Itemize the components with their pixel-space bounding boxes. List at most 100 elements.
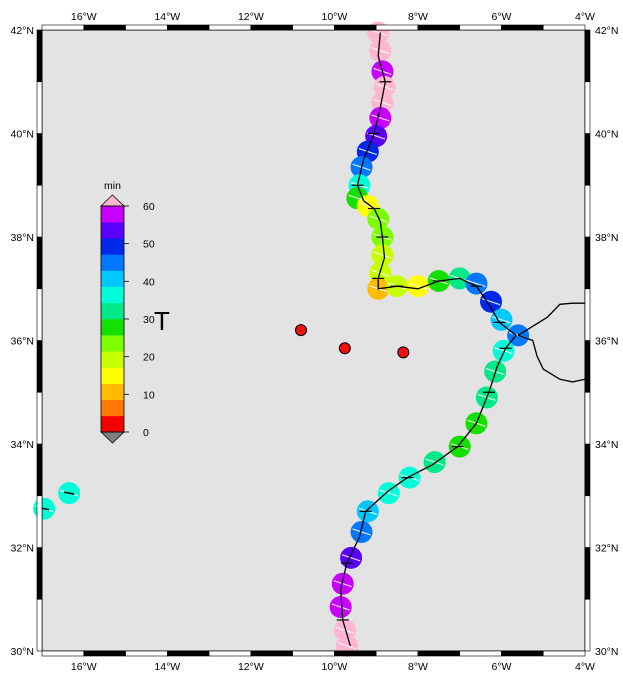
colorbar: 0 10 20 30 40 50 60 min T	[100, 180, 170, 444]
frame-scale-bar	[36, 598, 43, 652]
y-tick-label-right: 34°N	[595, 439, 618, 451]
frame-scale-bar	[375, 650, 419, 657]
coast-segment-tick	[494, 347, 513, 355]
x-tick-label-top: 16°W	[71, 11, 97, 23]
frame-scale-bar	[584, 598, 591, 652]
frame-scale-bar	[459, 650, 502, 657]
frame-scale-bar	[542, 650, 586, 657]
frame-scale-bar	[36, 391, 43, 445]
frame-scale-bar	[584, 184, 591, 238]
island-outline	[64, 491, 75, 495]
frame-scale-bar	[36, 443, 43, 497]
coast-segment-tick	[352, 528, 371, 536]
frame-scale-bar	[41, 650, 85, 657]
x-tick-label-bottom: 4°W	[575, 661, 595, 673]
x-tick-label-top: 10°W	[321, 11, 347, 23]
colorbar-tick-label: 30	[143, 314, 155, 326]
frame-scale-bar	[375, 24, 419, 31]
frame-scale-bar	[36, 340, 43, 393]
epicenter-marker	[294, 324, 307, 337]
y-tick-label-left: 40°N	[11, 129, 34, 141]
x-tick-label-top: 8°W	[408, 11, 428, 23]
frame-scale-bar	[36, 288, 43, 341]
frame-scale-bar	[36, 81, 43, 134]
x-tick-label-bottom: 14°W	[154, 661, 180, 673]
frame-scale-bar	[584, 495, 591, 548]
frame-scale-bar	[208, 24, 252, 31]
land-border-line	[517, 334, 586, 383]
x-tick-label-top: 12°W	[238, 11, 264, 23]
frame-scale-bar	[41, 24, 85, 31]
coast-segment-tick	[331, 603, 350, 611]
x-tick-label-bottom: 6°W	[491, 661, 511, 673]
coast-segment-tick	[492, 316, 511, 324]
frame-scale-bar	[417, 650, 460, 657]
epicenter-marker	[397, 346, 410, 359]
coast-segment-tick	[425, 458, 444, 466]
coast-segment-tick	[358, 148, 377, 156]
axis-tick-labels: 16°W 16°W 14°W 14°W 12°W 12°W 10°W 10°W 8°W 8°W 6°…	[11, 11, 619, 673]
colorbar-segment	[101, 383, 124, 401]
frame-scale-bar	[36, 29, 43, 83]
colorbar-segment	[101, 335, 124, 352]
coastal-arrival-time-band	[33, 21, 530, 657]
colorbar-segment	[101, 270, 124, 288]
frame-scale-bar	[250, 24, 293, 31]
coast-segment-tick	[335, 626, 355, 634]
frame-scale-bar	[584, 81, 591, 134]
colorbar-tick-label: 10	[143, 389, 155, 401]
frame-scale-bar	[584, 391, 591, 445]
colorbar-segment	[101, 206, 124, 223]
colorbar-tick-label: 20	[143, 352, 155, 364]
colorbar-tick-label: 0	[143, 427, 149, 439]
colorbar-segment	[101, 254, 124, 271]
colorbar-segment	[101, 367, 124, 384]
frame-scale-bar	[584, 340, 591, 393]
y-tick-label-right: 32°N	[595, 543, 618, 555]
frame-scale-bar	[83, 650, 126, 657]
coast-segment-tick	[373, 98, 392, 107]
frame-scale-bar	[584, 133, 591, 186]
frame-scale-bar	[36, 236, 43, 290]
map-border	[36, 24, 591, 657]
colorbar-title: T	[154, 306, 170, 336]
frame-scale-bar	[584, 547, 591, 600]
frame-scale-bar	[334, 24, 377, 31]
frame-scale-bar	[125, 24, 168, 31]
coast-segment-tick	[379, 489, 398, 497]
x-tick-label-bottom: 8°W	[408, 661, 428, 673]
frame-scale-bar	[125, 650, 168, 657]
coast-segment-tick	[341, 554, 361, 562]
x-tick-label-top: 6°W	[491, 11, 511, 23]
colorbar-segment	[101, 351, 124, 368]
frame-scale-bar	[584, 288, 591, 341]
y-tick-label-right: 40°N	[595, 129, 618, 141]
frame-scale-bar	[83, 24, 126, 31]
y-tick-label-left: 36°N	[11, 336, 34, 348]
colorbar-segment	[101, 286, 124, 304]
frame-scale-bar	[417, 24, 460, 31]
y-tick-label-left: 32°N	[11, 543, 34, 555]
coast-segment-tick	[337, 642, 357, 650]
frame-scale-bar	[542, 24, 586, 31]
coast-segment-tick	[369, 29, 388, 37]
colorbar-tick-label: 40	[143, 276, 155, 288]
x-tick-label-top: 4°W	[575, 11, 595, 23]
colorbar-tick-label: 60	[143, 201, 155, 213]
frame-scale-bar	[584, 443, 591, 497]
frame-scale-bar	[167, 24, 210, 31]
frame-scale-bar	[292, 24, 335, 31]
map-frame	[42, 30, 585, 651]
x-tick-label-bottom: 10°W	[321, 661, 347, 673]
coast-segment-tick	[371, 114, 390, 122]
frame-scale-bar	[501, 650, 544, 657]
x-tick-label-top: 14°W	[154, 11, 180, 23]
ocean-background	[42, 30, 585, 651]
y-tick-label-right: 36°N	[595, 336, 618, 348]
frame-scale-bar	[36, 184, 43, 238]
colorbar-segment	[101, 319, 124, 336]
colorbar-tick-label: 50	[143, 239, 155, 251]
y-tick-label-left: 38°N	[11, 232, 34, 244]
x-tick-label-bottom: 16°W	[71, 661, 97, 673]
